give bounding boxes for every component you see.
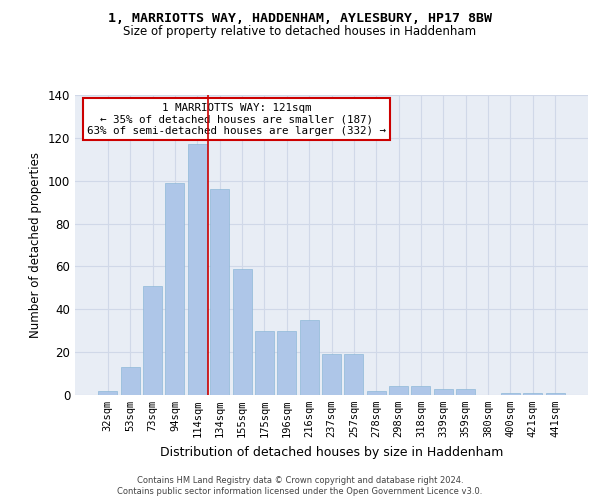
Text: 1, MARRIOTTS WAY, HADDENHAM, AYLESBURY, HP17 8BW: 1, MARRIOTTS WAY, HADDENHAM, AYLESBURY, …: [108, 12, 492, 26]
Bar: [501, 393, 520, 395]
Text: Contains HM Land Registry data © Crown copyright and database right 2024.: Contains HM Land Registry data © Crown c…: [137, 476, 463, 485]
Y-axis label: Number of detached properties: Number of detached properties: [29, 152, 42, 338]
Bar: [322, 354, 341, 395]
Text: 1 MARRIOTTS WAY: 121sqm
← 35% of detached houses are smaller (187)
63% of semi-d: 1 MARRIOTTS WAY: 121sqm ← 35% of detache…: [87, 102, 386, 136]
Bar: [412, 386, 430, 395]
Bar: [233, 268, 251, 395]
Bar: [166, 183, 184, 395]
Bar: [389, 386, 408, 395]
Bar: [545, 393, 565, 395]
Bar: [456, 388, 475, 395]
Bar: [255, 330, 274, 395]
Bar: [523, 393, 542, 395]
Bar: [367, 390, 386, 395]
Bar: [98, 390, 118, 395]
Text: Contains public sector information licensed under the Open Government Licence v3: Contains public sector information licen…: [118, 488, 482, 496]
Bar: [299, 320, 319, 395]
Bar: [277, 330, 296, 395]
Bar: [344, 354, 364, 395]
Bar: [210, 190, 229, 395]
Bar: [434, 388, 453, 395]
X-axis label: Distribution of detached houses by size in Haddenham: Distribution of detached houses by size …: [160, 446, 503, 458]
Text: Size of property relative to detached houses in Haddenham: Size of property relative to detached ho…: [124, 25, 476, 38]
Bar: [121, 367, 140, 395]
Bar: [143, 286, 162, 395]
Bar: [188, 144, 207, 395]
